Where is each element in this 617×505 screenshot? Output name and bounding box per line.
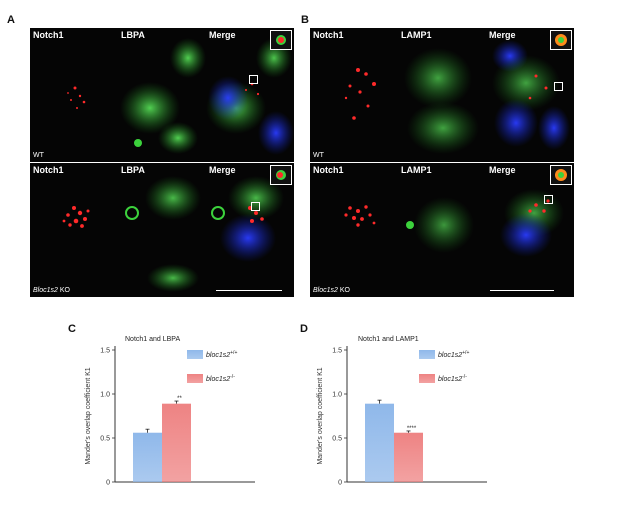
green-signal [406, 197, 474, 253]
row-label-ko: Bloc1s2 KO [33, 287, 70, 294]
red-puncta [344, 68, 376, 120]
significance-label: ** [177, 396, 182, 402]
merged-signal [500, 189, 564, 257]
y-tick-label: 0 [106, 480, 110, 487]
roi-box [554, 82, 563, 91]
micro-b-ko-lamp1: LAMP1 [398, 163, 486, 297]
legend-label-sup: +/+ [462, 350, 469, 356]
channel-label: Merge [489, 165, 516, 175]
red-puncta [62, 206, 90, 228]
y-tick-label: 0.5 [100, 436, 110, 443]
genotype-suffix: KO [57, 287, 70, 294]
micro-a-ko-merge: Merge [206, 163, 294, 297]
legend-label-base: bloc1s2 [438, 352, 462, 359]
chart-title: Notch1 and LBPA [125, 336, 181, 343]
panel-letter-a: A [7, 14, 15, 26]
chart-c-plot: 0 0.5 1.0 1.5 Mander's overlap coefficient K… [85, 346, 255, 487]
bar-ko [394, 432, 423, 482]
micro-a-wt-merge: Merge [206, 28, 294, 162]
micro-a-ko-notch1: Notch1 Bloc1s2 KO [30, 163, 118, 297]
red-puncta [344, 205, 376, 227]
panel-letter-b: B [301, 14, 309, 26]
merged-signal [211, 176, 284, 262]
y-tick-label: 0 [338, 480, 342, 487]
legend-swatch [187, 374, 203, 383]
green-signal [120, 38, 206, 154]
micro-a-wt-notch1: Notch1 WT [30, 28, 118, 162]
roi-box [251, 202, 260, 211]
roi-box [249, 75, 258, 84]
zoom-inset [550, 30, 572, 50]
panel-letter-d: D [300, 323, 308, 335]
merged-signal [206, 38, 294, 155]
channel-label: Merge [209, 30, 236, 40]
gene-name: Bloc1s2 [313, 287, 338, 294]
y-tick-label: 0.5 [332, 436, 342, 443]
zoom-inset [550, 165, 572, 185]
micro-b-wt-notch1: Notch1 WT [310, 28, 398, 162]
gene-name: Bloc1s2 [33, 287, 58, 294]
y-tick-label: 1.5 [100, 348, 110, 355]
legend-label: bloc1s2-/- [438, 374, 467, 383]
channel-label: Notch1 [313, 30, 344, 40]
legend-label-base: bloc1s2 [206, 376, 230, 383]
legend-label-base: bloc1s2 [206, 352, 230, 359]
channel-label: LAMP1 [401, 165, 432, 175]
legend-label-base: bloc1s2 [438, 376, 462, 383]
y-tick-label: 1.0 [100, 392, 110, 399]
legend-label: bloc1s2+/+ [438, 350, 469, 359]
channel-label: LBPA [121, 165, 145, 175]
genotype-suffix: KO [337, 287, 350, 294]
green-signal [404, 48, 479, 154]
row-label-ko: Bloc1s2 KO [313, 287, 350, 294]
chart-title: Notch1 and LAMP1 [358, 336, 419, 343]
channel-label: LAMP1 [401, 30, 432, 40]
micro-b-ko-merge: Merge [486, 163, 574, 297]
micro-b-ko-notch1: Notch1 Bloc1s2 KO [310, 163, 398, 297]
scale-bar [216, 290, 282, 291]
bar-wt [133, 432, 162, 482]
bar-wt [365, 403, 394, 482]
legend-label: bloc1s2+/+ [206, 350, 237, 359]
channel-label: LBPA [121, 30, 145, 40]
y-axis-label: Mander's overlap coefficient K1 [317, 367, 324, 464]
roi-box [544, 195, 553, 204]
legend-swatch [419, 374, 435, 383]
zoom-inset [270, 30, 292, 50]
micro-a-ko-lbpa: LBPA [118, 163, 206, 297]
y-tick-label: 1.0 [332, 392, 342, 399]
legend-label-sup: -/- [230, 374, 235, 380]
channel-label: Merge [489, 30, 516, 40]
micro-b-wt-lamp1: LAMP1 [398, 28, 486, 162]
row-label-wt: WT [313, 152, 324, 159]
bar-ko [162, 403, 191, 482]
channel-label: Merge [209, 165, 236, 175]
merged-signal [492, 40, 570, 150]
significance-label: **** [407, 426, 417, 432]
zoom-inset [270, 165, 292, 185]
legend-label: bloc1s2-/- [206, 374, 235, 383]
legend-swatch [419, 350, 435, 359]
panel-letter-c: C [68, 323, 76, 335]
y-axis-label: Mander's overlap coefficient K1 [85, 367, 92, 464]
row-label-wt: WT [33, 152, 44, 159]
channel-label: Notch1 [313, 165, 344, 175]
scale-bar [490, 290, 554, 291]
legend-label-sup: +/+ [230, 350, 237, 356]
channel-label: Notch1 [33, 165, 64, 175]
green-signal [125, 176, 201, 292]
y-tick-label: 1.5 [332, 348, 342, 355]
micro-b-wt-merge: Merge [486, 28, 574, 162]
channel-label: Notch1 [33, 30, 64, 40]
legend-swatch [187, 350, 203, 359]
micro-a-wt-lbpa: LBPA [118, 28, 206, 162]
chart-d-plot: 0 0.5 1.0 1.5 Mander's overlap coefficient K… [317, 346, 487, 487]
red-puncta [67, 86, 86, 109]
legend-label-sup: -/- [462, 374, 467, 380]
